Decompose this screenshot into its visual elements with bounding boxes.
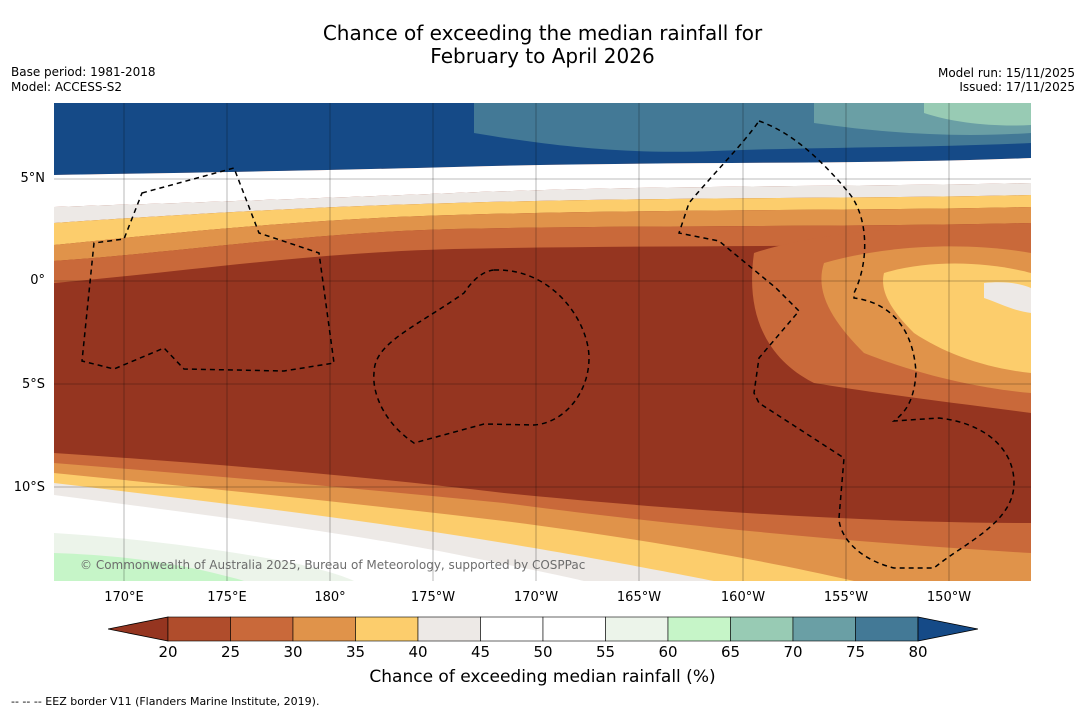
graticule bbox=[54, 103, 1031, 581]
rainfall-map bbox=[54, 103, 1031, 581]
model-run: Model run: 15/11/2025 bbox=[937, 66, 1075, 80]
x-tick: 165°W bbox=[616, 590, 662, 605]
x-tick: 170°W bbox=[513, 590, 559, 605]
copyright-notice: © Commonwealth of Australia 2025, Bureau… bbox=[80, 558, 586, 572]
band-north-green bbox=[924, 103, 1031, 126]
issued-date: Issued: 17/11/2025 bbox=[959, 80, 1075, 94]
colorbar-label: 65 bbox=[720, 643, 741, 661]
y-tick: 5°N bbox=[20, 171, 46, 186]
band-north-light bbox=[54, 183, 1031, 223]
x-tick: 175°W bbox=[410, 590, 456, 605]
x-tick: 155°W bbox=[823, 590, 869, 605]
y-tick: 0° bbox=[30, 273, 45, 288]
colorbar bbox=[108, 616, 978, 642]
colorbar-label: 35 bbox=[345, 643, 366, 661]
rainfall-map-graphic bbox=[54, 103, 1031, 581]
colorbar-segment bbox=[542, 616, 606, 642]
colorbar-segment bbox=[417, 616, 481, 642]
base-period: Base period: 1981-2018 bbox=[11, 65, 156, 79]
colorbar-segment bbox=[230, 616, 294, 642]
colorbar-label: 40 bbox=[408, 643, 428, 661]
eez-central bbox=[373, 269, 590, 444]
colorbar-label: 45 bbox=[470, 643, 491, 661]
band-north-white bbox=[54, 158, 1031, 207]
colorbar-label: 60 bbox=[658, 643, 678, 661]
y-tick: 10°S bbox=[13, 480, 45, 495]
eez-legend-footer: -- -- -- EEZ border V11 (Flanders Marine… bbox=[11, 695, 320, 708]
colorbar-segment bbox=[855, 616, 919, 642]
x-tick: 175°E bbox=[207, 590, 247, 605]
colorbar-label: 55 bbox=[595, 643, 616, 661]
eez-west bbox=[81, 167, 335, 372]
colorbar-label: 25 bbox=[220, 643, 241, 661]
x-tick: 180° bbox=[314, 590, 346, 605]
colorbar-title: Chance of exceeding median rainfall (%) bbox=[369, 667, 716, 687]
map-title-line1: Chance of exceeding the median rainfall … bbox=[322, 21, 763, 45]
colorbar-label: 80 bbox=[908, 643, 928, 661]
colorbar-segment bbox=[292, 616, 356, 642]
colorbar-label: 30 bbox=[283, 643, 303, 661]
x-tick: 170°E bbox=[104, 590, 144, 605]
colorbar-segment bbox=[480, 616, 544, 642]
x-tick: 150°W bbox=[926, 590, 972, 605]
model-name: Model: ACCESS-S2 bbox=[11, 80, 123, 94]
y-tick: 5°S bbox=[21, 377, 45, 392]
colorbar-segment bbox=[167, 616, 231, 642]
map-title-line2: February to April 2026 bbox=[430, 44, 655, 68]
eez-borders bbox=[81, 120, 1015, 569]
colorbar-low-arrow bbox=[108, 616, 169, 642]
colorbar-segment bbox=[355, 616, 419, 642]
colorbar-label: 75 bbox=[845, 643, 866, 661]
colorbar-label: 70 bbox=[783, 643, 803, 661]
band-north-orange bbox=[54, 207, 1031, 261]
east-white-patch bbox=[984, 282, 1031, 313]
x-tick: 160°W bbox=[720, 590, 766, 605]
colorbar-segment bbox=[605, 616, 669, 642]
colorbar-label: 50 bbox=[533, 643, 553, 661]
colorbar-high-arrow bbox=[917, 616, 978, 642]
band-north-brown bbox=[54, 223, 1031, 283]
band-north-yellow bbox=[54, 195, 1031, 245]
colorbar-segment bbox=[792, 616, 856, 642]
colorbar-segment bbox=[730, 616, 794, 642]
colorbar-segment bbox=[667, 616, 731, 642]
colorbar-label: 20 bbox=[158, 643, 178, 661]
band-south-green bbox=[54, 553, 244, 581]
